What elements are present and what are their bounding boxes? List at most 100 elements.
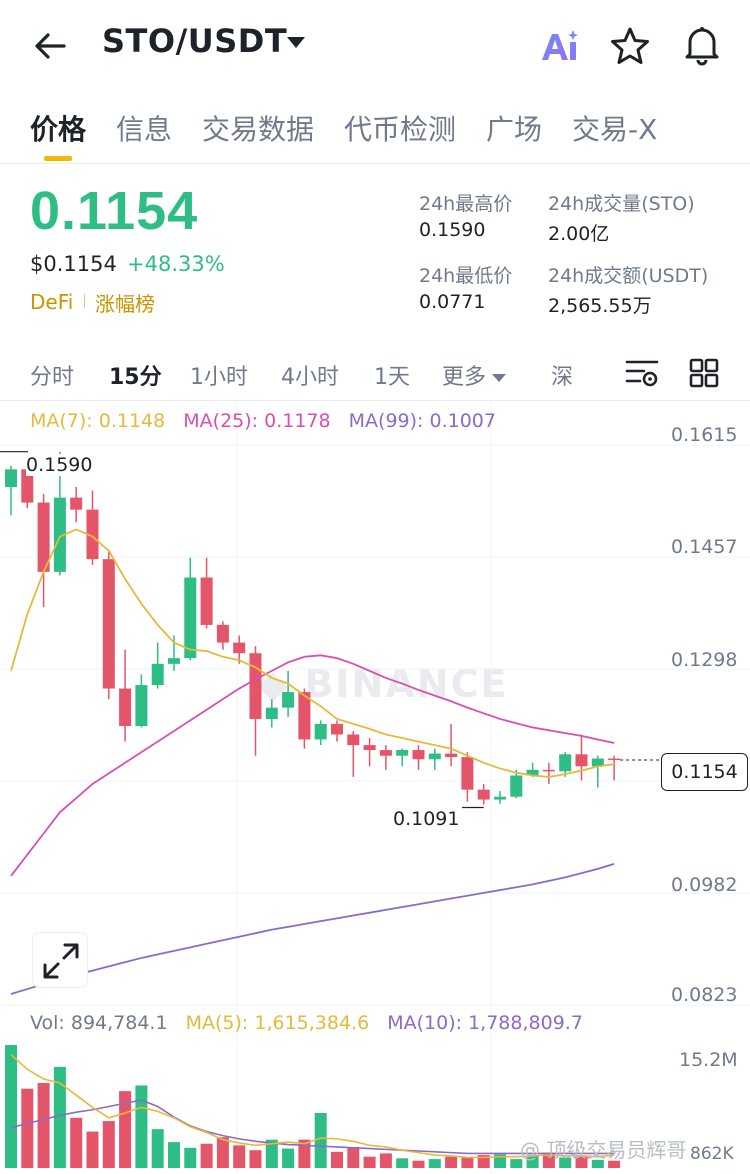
tab-underline	[44, 156, 72, 161]
candle-body	[151, 663, 164, 686]
volume-bar	[428, 1159, 441, 1168]
candle-body	[282, 692, 295, 708]
chevron-down-icon	[492, 374, 507, 382]
volume-bar	[5, 1045, 17, 1168]
volume-bar	[53, 1066, 66, 1168]
vol-ma10-legend: MA(10): 1,788,809.7	[387, 1012, 583, 1034]
volume-bar	[477, 1155, 490, 1168]
tab-trading-data[interactable]: 交易数据	[202, 113, 315, 146]
y-axis-label: 0.1457	[671, 536, 738, 558]
volume-bar	[575, 1156, 588, 1168]
low-marker-label: 0.1091	[393, 808, 460, 830]
expand-chart-button[interactable]	[32, 932, 88, 988]
stat-vol-quote-value: 2,565.55万	[548, 295, 652, 317]
chevron-down-icon[interactable]	[286, 36, 306, 50]
interval-1h[interactable]: 1小时	[190, 365, 248, 390]
stat-vol-quote-label: 24h成交额(USDT)	[548, 265, 709, 287]
volume-bar	[151, 1129, 164, 1168]
stat-low-value: 0.0771	[419, 291, 486, 313]
price-change: +48.33%	[127, 252, 225, 276]
volume-bar	[461, 1157, 474, 1168]
interval-bar: 分时 15分 1小时 4小时 1天 更多 深	[0, 345, 750, 401]
candle-body	[526, 769, 539, 776]
vol-ma5-legend: MA(5): 1,615,384.6	[185, 1012, 370, 1034]
layout-grid-icon[interactable]	[688, 357, 720, 389]
stat-vol-base-value: 2.00亿	[548, 223, 610, 245]
tab-info[interactable]: 信息	[116, 113, 173, 146]
candle-body	[21, 469, 34, 503]
star-icon[interactable]	[608, 24, 652, 68]
candle-body	[119, 688, 132, 727]
candle-body	[559, 754, 572, 772]
volume-legend: Vol: 894,784.1 MA(5): 1,615,384.6 MA(10)…	[30, 1012, 595, 1034]
tag-rank[interactable]: 涨幅榜	[95, 292, 155, 316]
candle-body	[494, 796, 506, 800]
candle-body	[412, 750, 425, 760]
volume-bar	[200, 1143, 213, 1168]
candle-body	[575, 754, 588, 767]
volume-bar	[37, 1083, 50, 1168]
candle-body	[102, 559, 115, 689]
candle-body	[331, 723, 343, 735]
tab-price[interactable]: 价格	[30, 113, 87, 146]
expand-icon	[43, 943, 79, 979]
volume-bar	[510, 1159, 523, 1168]
volume-bar	[591, 1159, 604, 1168]
tab-square[interactable]: 广场	[486, 113, 543, 146]
candle-body	[265, 707, 278, 719]
volume-bar	[86, 1131, 99, 1168]
candle-body	[184, 577, 197, 659]
usd-price: $0.1154	[30, 252, 117, 276]
tag-category[interactable]: DeFi	[30, 290, 74, 314]
candle-body	[608, 758, 621, 761]
interval-more-label: 更多	[442, 365, 487, 390]
stat-high-value: 0.1590	[419, 219, 486, 241]
ma25-legend: MA(25): 0.1178	[183, 410, 331, 432]
volume-bar	[216, 1137, 229, 1168]
volume-bar	[526, 1155, 539, 1168]
last-price: 0.1154	[30, 181, 199, 241]
volume-bar	[21, 1088, 34, 1168]
bell-icon[interactable]	[680, 22, 724, 66]
last-price-tag[interactable]: 0.1154	[661, 753, 748, 791]
interval-time-share[interactable]: 分时	[30, 365, 75, 390]
candle-body	[477, 789, 490, 800]
volume-bar	[494, 1154, 506, 1168]
vol-ma5-line	[10, 1054, 615, 1159]
interval-4h[interactable]: 4小时	[281, 365, 339, 390]
volume-bar	[314, 1112, 327, 1168]
interval-1d[interactable]: 1天	[374, 365, 410, 390]
y-axis-label: 0.0982	[671, 874, 738, 896]
back-arrow-icon[interactable]	[30, 26, 70, 66]
candle-body	[233, 642, 246, 654]
tab-trade-x[interactable]: 交易-X	[572, 113, 658, 146]
candle-body	[396, 750, 409, 756]
ma-legend: MA(7): 0.1148 MA(25): 0.1178 MA(99): 0.1…	[30, 410, 508, 432]
candle-body	[53, 497, 66, 572]
indicator-settings-icon[interactable]	[624, 357, 660, 389]
volume-bar	[233, 1145, 246, 1168]
interval-15m[interactable]: 15分	[109, 365, 162, 390]
interval-more[interactable]: 更多	[442, 359, 507, 391]
ma7-line	[10, 528, 615, 778]
candle-body	[428, 753, 441, 760]
tab-token-check[interactable]: 代币检测	[344, 113, 457, 146]
candle-body	[379, 750, 392, 756]
ma99-legend: MA(99): 0.1007	[348, 410, 496, 432]
volume-bar	[168, 1142, 180, 1168]
candle-body	[37, 502, 50, 572]
stat-high-label: 24h最高价	[419, 193, 513, 215]
candle-body	[200, 577, 213, 625]
volume-bar	[363, 1156, 376, 1168]
pair-title[interactable]: STO/USDT	[102, 22, 288, 60]
volume-bar	[559, 1157, 572, 1168]
ai-icon[interactable]	[538, 24, 582, 68]
candle-body	[70, 497, 83, 510]
volume-bar	[265, 1139, 278, 1168]
candle-body	[135, 685, 148, 727]
tab-bar: 价格 信息 交易数据 代币检测 广场 交易-X	[0, 100, 750, 164]
tag-divider	[84, 294, 85, 308]
interval-depth[interactable]: 深	[551, 365, 574, 390]
ma25-line	[10, 654, 615, 877]
